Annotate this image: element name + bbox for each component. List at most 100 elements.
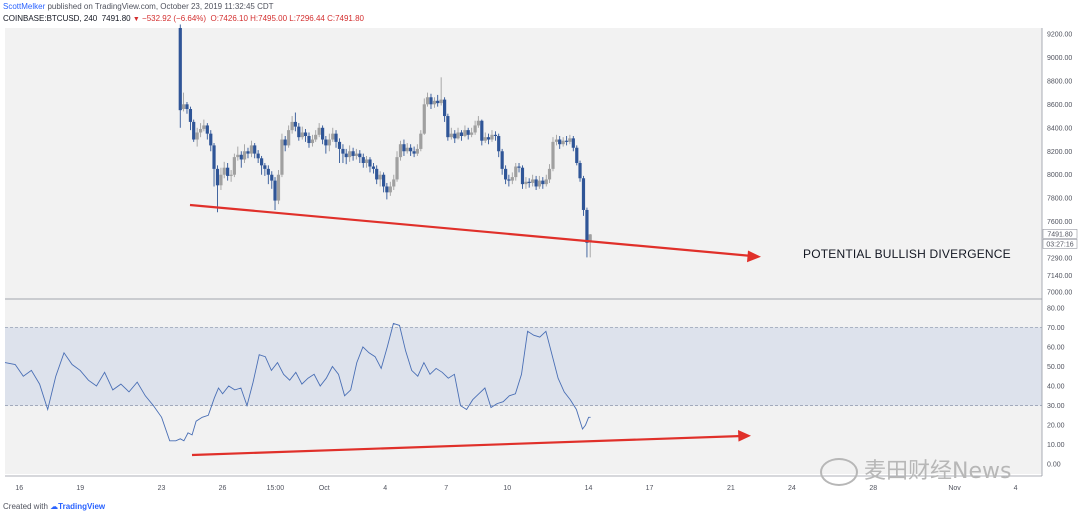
candle-body [219, 174, 223, 186]
rsi-axis-ticks: 80.00 70.00 60.00 50.00 40.00 30.00 20.00 10.00… [1047, 305, 1065, 468]
tradingview-link[interactable]: TradingView [58, 502, 106, 511]
candle-body [188, 109, 193, 122]
price-tick-label: 8800.00 [1047, 78, 1072, 85]
price-marker: 7491.80 03:27:16 [1042, 229, 1078, 249]
candle-body [463, 130, 467, 136]
candle-body [276, 174, 281, 201]
candle-body [215, 168, 220, 186]
candle-body [358, 153, 362, 158]
candle-body [348, 151, 352, 158]
candle-body [253, 145, 257, 154]
candle-body [260, 158, 264, 166]
candle-body [293, 121, 297, 127]
symbol-label[interactable]: COINBASE:BTCUSD, 240 [3, 14, 98, 23]
rsi-tick-label: 50.00 [1047, 364, 1065, 371]
candle-body [321, 127, 325, 140]
price-tick-label: 7290.00 [1047, 256, 1072, 263]
candle-body [324, 139, 328, 146]
rsi-tick-label: 0.00 [1047, 462, 1061, 469]
candle-body [199, 128, 203, 133]
candle-body [534, 179, 538, 187]
candle-body [385, 186, 389, 193]
candle-body [287, 130, 291, 146]
candle-body [527, 181, 531, 183]
candle-body [351, 151, 355, 156]
time-tick-label: 4 [383, 485, 387, 492]
time-tick-label: 23 [158, 485, 166, 492]
candle-body [303, 132, 308, 136]
price-tick-label: 8200.00 [1047, 149, 1072, 156]
rsi-band [5, 327, 1042, 406]
arrowhead-icon [738, 430, 751, 442]
candle-body [185, 104, 189, 109]
rsi-tick-label: 70.00 [1047, 325, 1065, 332]
candle-body [392, 179, 396, 187]
price-tick-label: 7000.00 [1047, 290, 1072, 297]
time-tick-label: 21 [727, 485, 735, 492]
time-tick-label: 26 [219, 485, 227, 492]
candle-body [300, 132, 304, 138]
candle-body [270, 174, 274, 181]
candle-body [297, 126, 301, 138]
candle-body [581, 178, 586, 210]
candle-body [368, 159, 372, 167]
symbol-legend: COINBASE:BTCUSD, 240 7491.80 ▼ −532.92 (… [3, 14, 364, 23]
candle-body [483, 137, 487, 141]
candle-body [507, 179, 511, 181]
candle-body [398, 144, 403, 158]
candle-body [195, 132, 199, 140]
candle-body [544, 179, 548, 185]
price-tick-label: 9200.00 [1047, 31, 1072, 38]
publish-info: ScottMelker published on TradingView.com… [3, 2, 274, 11]
watermark: 麦田财经News [820, 453, 1011, 486]
candle-body [415, 148, 419, 154]
candle-body [588, 234, 592, 243]
candle-body [558, 139, 562, 145]
candle-body [334, 133, 338, 142]
candle-body [378, 174, 382, 180]
candle-body [585, 209, 589, 243]
candle-body [249, 145, 254, 154]
candle-body [341, 148, 345, 154]
rsi-line [4, 322, 591, 442]
trend-arrow-price[interactable] [189, 203, 761, 263]
candle-body [517, 166, 521, 168]
candle-body [432, 100, 437, 105]
candle-body [554, 139, 559, 142]
rsi-tick-label: 60.00 [1047, 344, 1065, 351]
tradingview-logo-icon: ☁ [50, 502, 59, 511]
candle-body [486, 137, 491, 140]
time-tick-label: 4 [1014, 485, 1018, 492]
candle-body [504, 168, 508, 180]
down-triangle-icon: ▼ [132, 16, 140, 23]
candle-body [568, 138, 572, 142]
ohlc-values: O:7426.10 H:7495.00 L:7296.44 C:7491.80 [210, 14, 364, 23]
candle-body [466, 130, 470, 135]
candle-body [280, 139, 284, 175]
candle-body [256, 153, 260, 159]
candle-body [388, 186, 392, 193]
candle-body [242, 151, 247, 160]
candle-body [436, 100, 440, 104]
candle-body [480, 120, 484, 141]
author-link[interactable]: ScottMelker [3, 2, 46, 11]
candle-body [446, 116, 450, 138]
candle-body [236, 154, 240, 158]
candle-body [314, 134, 318, 140]
chat-bubble-icon [820, 458, 858, 486]
candle-body [205, 125, 209, 134]
candle-body [382, 174, 386, 187]
candle-body [578, 163, 582, 179]
candle-body [266, 168, 270, 175]
time-tick-label: 10 [503, 485, 511, 492]
trend-arrow-rsi[interactable] [191, 430, 751, 457]
candle-body [449, 133, 453, 138]
candle-body [283, 139, 287, 146]
price-marker-label: 7491.80 [1047, 231, 1072, 238]
candle-body [327, 139, 331, 146]
candle-body [290, 121, 294, 131]
rsi-tick-label: 40.00 [1047, 384, 1065, 391]
price-trendline [189, 203, 753, 258]
candle-body [565, 140, 569, 142]
